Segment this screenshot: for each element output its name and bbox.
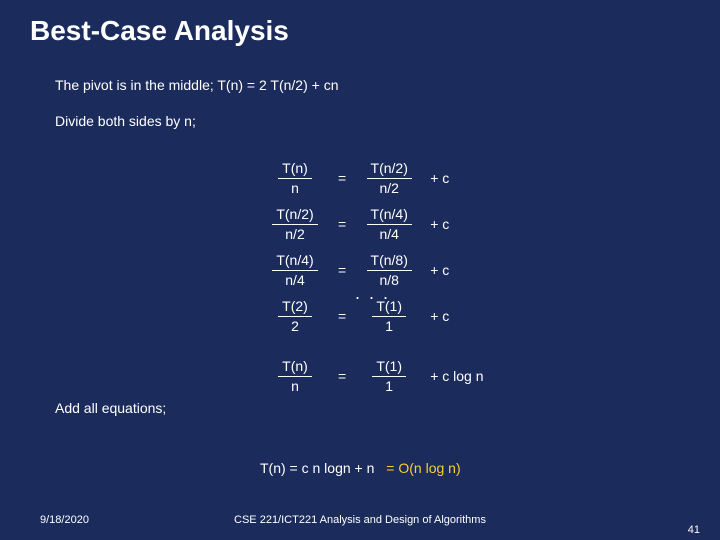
fraction: T(n/2)n/2	[272, 206, 317, 243]
divide-statement: Divide both sides by n;	[0, 113, 720, 129]
equation-row: . . . T(2)2 = T(1)1 + c	[260, 293, 484, 339]
pivot-statement: The pivot is in the middle; T(n) = 2 T(n…	[0, 77, 720, 93]
equals-sign: =	[338, 170, 346, 186]
final-equation: T(n) = c n logn + n = O(n log n)	[260, 460, 461, 476]
add-statement: Add all equations;	[0, 400, 166, 416]
footer-course: CSE 221/ICT221 Analysis and Design of Al…	[0, 514, 720, 526]
equation-row: T(n)n = T(n/2)n/2 + c	[260, 155, 484, 201]
tail-term: + c	[430, 308, 449, 324]
fraction: T(n)n	[278, 358, 312, 395]
equation-row-sum: T(n)n = T(1)1 + c log n	[260, 353, 484, 399]
fraction: T(n)n	[278, 160, 312, 197]
equation-row: T(n/2)n/2 = T(n/4)n/4 + c	[260, 201, 484, 247]
fraction: T(1)1	[372, 358, 406, 395]
fraction: T(n/4)n/4	[367, 206, 412, 243]
final-lhs: T(n) = c n logn + n	[260, 460, 374, 476]
fraction: T(n/4)n/4	[272, 252, 317, 289]
fraction: T(2)2	[278, 298, 312, 335]
equals-sign: =	[338, 216, 346, 232]
equals-sign: =	[338, 308, 346, 324]
big-o-result: = O(n log n)	[386, 460, 460, 476]
equation-block: T(n)n = T(n/2)n/2 + c T(n/2)n/2 = T(n/4)…	[260, 155, 484, 399]
fraction: T(n/2)n/2	[367, 160, 412, 197]
equals-sign: =	[338, 368, 346, 384]
tail-term: + c log n	[430, 368, 483, 384]
slide-title: Best-Case Analysis	[0, 0, 720, 47]
tail-term: + c	[430, 262, 449, 278]
tail-term: + c	[430, 216, 449, 232]
equals-sign: =	[338, 262, 346, 278]
footer-page-number: 41	[688, 524, 700, 536]
ellipsis: . . .	[355, 283, 390, 304]
tail-term: + c	[430, 170, 449, 186]
